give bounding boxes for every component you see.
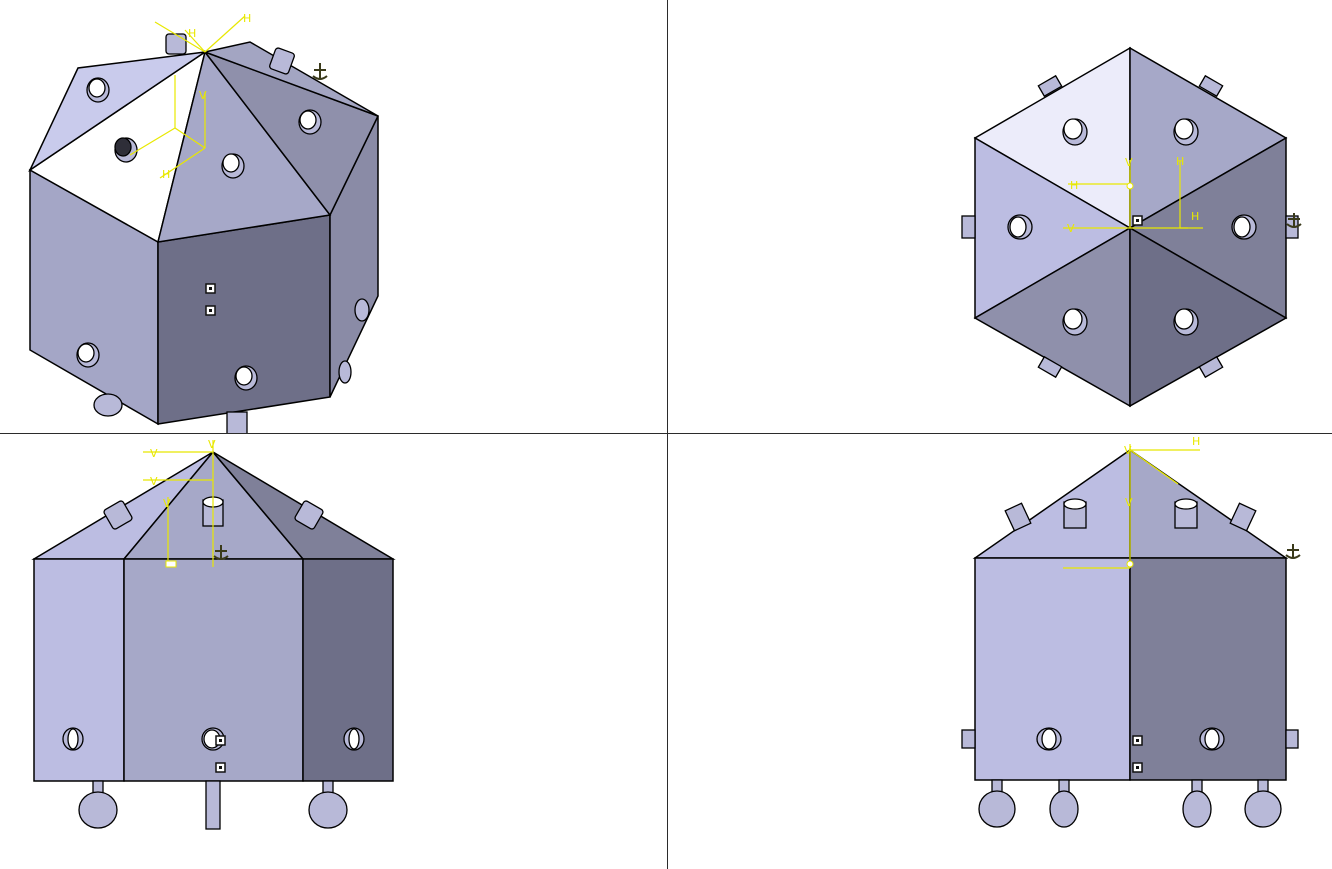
viewport-divider-vertical[interactable] — [667, 0, 668, 869]
axis-system-iso[interactable] — [129, 15, 246, 179]
nozzles-iso — [76, 33, 370, 433]
axis-label-h: H — [243, 12, 251, 25]
axis-label-v: V — [1124, 444, 1132, 457]
axis-system-right[interactable] — [1063, 444, 1200, 569]
axis-label-v: V — [163, 497, 171, 510]
axis-label-v: V — [1067, 222, 1075, 235]
axis-system-top[interactable] — [1063, 160, 1203, 229]
right-view-model[interactable]: H V V — [668, 434, 1332, 869]
nozzles-front — [62, 496, 365, 830]
axis-label-h: H — [162, 168, 170, 181]
anchor-icon — [312, 63, 328, 80]
top-view-model[interactable]: H H H V V — [668, 0, 1332, 433]
axis-label-v: V — [199, 89, 207, 102]
axis-label-v: V — [150, 475, 158, 488]
nozzles-right — [961, 498, 1299, 828]
front-view-model[interactable]: V V V V — [0, 434, 667, 869]
axis-label-v: V — [1125, 496, 1133, 509]
anchor-icon — [1286, 213, 1302, 228]
axis-label-h: H — [1070, 179, 1078, 192]
nozzle-top — [165, 33, 187, 55]
anchor-icon — [213, 545, 229, 560]
constraint-square-icon — [1132, 215, 1143, 226]
axis-label-h: H — [1191, 210, 1199, 223]
isometric-model[interactable]: H H H V — [0, 0, 667, 433]
viewport-top[interactable]: H H H V V — [668, 0, 1332, 433]
nozzles-top — [961, 74, 1299, 379]
roof-face-back — [202, 41, 379, 117]
anchor-icon — [1285, 544, 1301, 559]
prism-face-front — [157, 214, 331, 425]
axis-label-h: H — [1176, 155, 1184, 168]
viewport-right[interactable]: H V V — [668, 434, 1332, 869]
axis-system-front[interactable] — [143, 440, 214, 567]
viewport-isometric[interactable]: H H H V — [0, 0, 667, 433]
axis-label-v: V — [208, 438, 216, 451]
roof-face-lilac — [28, 51, 206, 173]
axis-label-v: V — [1125, 156, 1133, 169]
constraint-square-icon — [205, 283, 216, 316]
axis-label-h: H — [1192, 435, 1200, 448]
viewport-front[interactable]: V V V V — [0, 434, 667, 869]
axis-label-h: H — [188, 27, 196, 40]
hexagon-top — [973, 46, 1288, 408]
axis-label-v: V — [150, 447, 158, 460]
constraint-square-icon — [215, 735, 226, 773]
viewport-divider-horizontal[interactable] — [0, 433, 1332, 434]
constraint-square-icon — [1132, 735, 1143, 773]
